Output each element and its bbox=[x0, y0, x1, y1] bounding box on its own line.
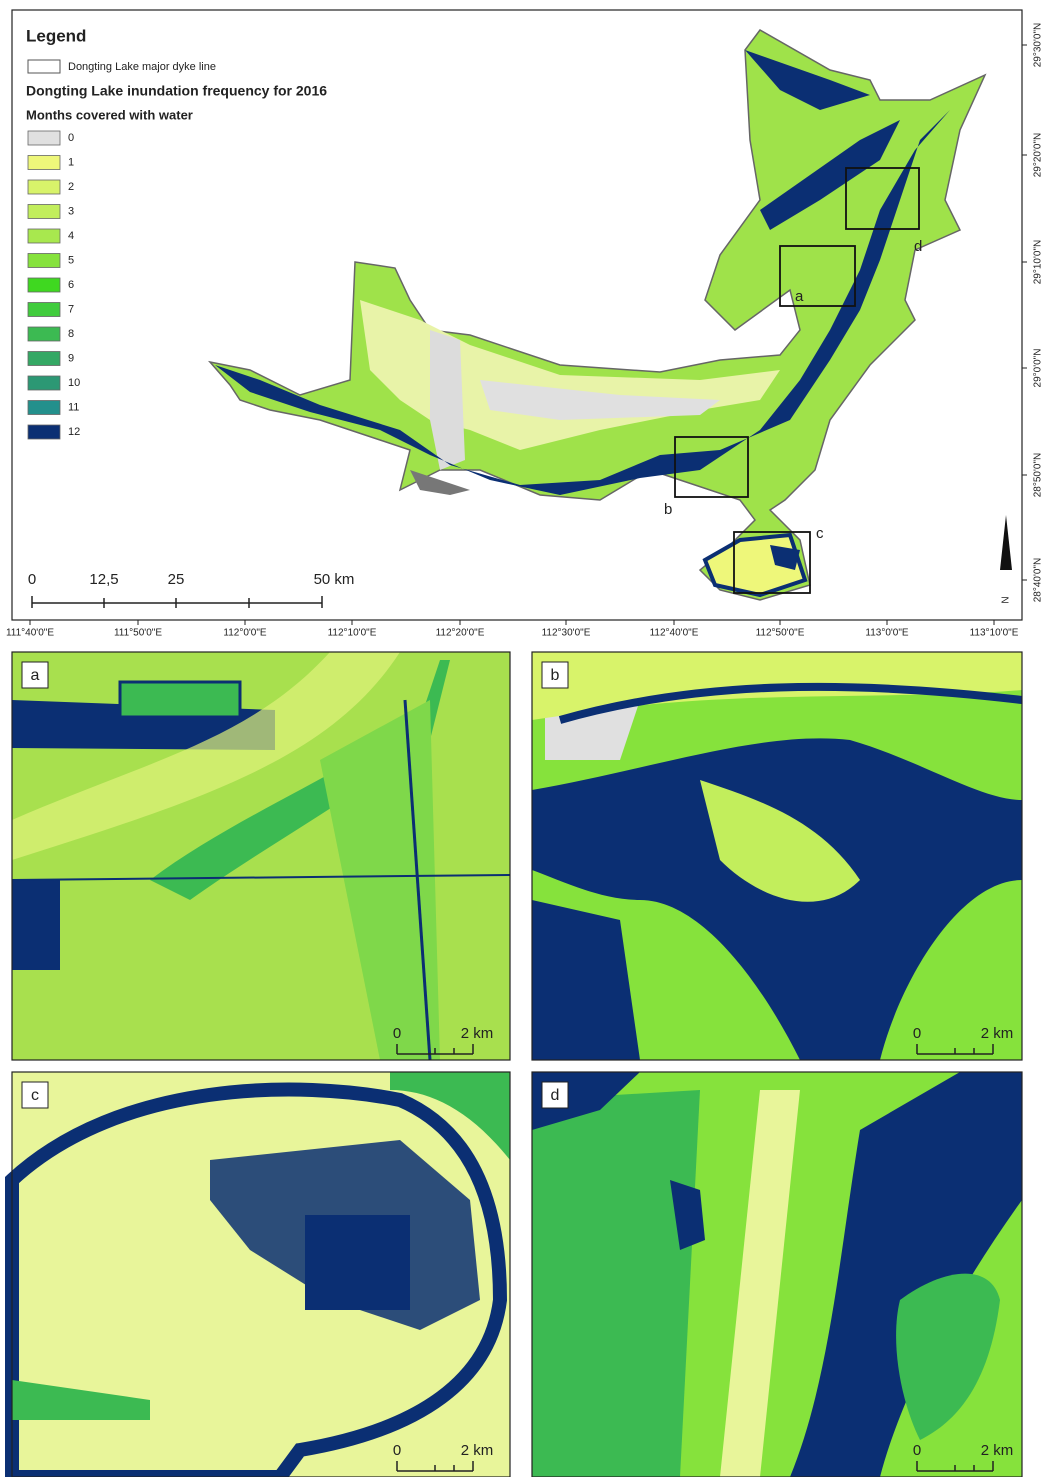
legend-swatch bbox=[28, 401, 60, 415]
latitude-label: 29°0'0"N bbox=[1033, 349, 1044, 388]
legend-label: 3 bbox=[68, 205, 74, 217]
legend-swatch bbox=[28, 254, 60, 268]
longitude-label: 112°20'0"E bbox=[436, 628, 485, 639]
legend-label: 11 bbox=[68, 401, 79, 413]
scale-label: 0 bbox=[28, 571, 36, 588]
panel-scale-label: 2 km bbox=[981, 1025, 1014, 1042]
latitude-label: 29°20'0"N bbox=[1033, 133, 1044, 178]
inset-box-label: d bbox=[914, 238, 922, 255]
legend-label: 4 bbox=[68, 230, 74, 242]
legend-swatch bbox=[28, 278, 60, 292]
panel-c bbox=[12, 1072, 510, 1477]
dyke-label: Dongting Lake major dyke line bbox=[68, 61, 216, 73]
dyke-swatch bbox=[28, 60, 60, 73]
legend-label: 1 bbox=[68, 156, 74, 168]
longitude-label: 112°30'0"E bbox=[542, 628, 591, 639]
legend-title: Legend bbox=[26, 26, 86, 45]
latitude-label: 28°40'0"N bbox=[1033, 558, 1044, 603]
legend-swatch bbox=[28, 180, 60, 194]
longitude-label: 112°50'0"E bbox=[756, 628, 805, 639]
longitude-label: 111°50'0"E bbox=[114, 628, 162, 639]
longitude-label: 113°10'0"E bbox=[970, 628, 1019, 639]
legend-label: 10 bbox=[68, 377, 80, 389]
longitude-label: 111°40'0"E bbox=[6, 628, 54, 639]
panel-scale-label: 0 bbox=[393, 1442, 401, 1459]
panel-scale-label: 2 km bbox=[461, 1025, 494, 1042]
legend-label: 6 bbox=[68, 279, 74, 291]
panel-label: c bbox=[31, 1087, 39, 1104]
legend-swatch bbox=[28, 131, 60, 145]
panel-b bbox=[532, 652, 1022, 1060]
legend-label: 0 bbox=[68, 132, 74, 144]
latitude-label: 29°30'0"N bbox=[1033, 23, 1044, 68]
legend-swatch bbox=[28, 327, 60, 341]
panel-label: a bbox=[31, 667, 40, 684]
inset-box-label: c bbox=[816, 525, 824, 542]
panel-label: d bbox=[551, 1087, 560, 1104]
north-arrow bbox=[1000, 515, 1012, 570]
legend-label: 8 bbox=[68, 328, 74, 340]
legend-label: 12 bbox=[68, 426, 80, 438]
panel-scale-label: 0 bbox=[913, 1442, 921, 1459]
legend-subtitle: Months covered with water bbox=[26, 107, 193, 122]
legend-label: 2 bbox=[68, 181, 74, 193]
legend-swatch bbox=[28, 303, 60, 317]
scale-bar bbox=[32, 596, 322, 608]
longitude-label: 112°40'0"E bbox=[650, 628, 699, 639]
legend-swatch bbox=[28, 229, 60, 243]
map-title: Dongting Lake inundation frequency for 2… bbox=[26, 83, 327, 99]
longitude-label: 112°10'0"E bbox=[328, 628, 377, 639]
inset-box-label: b bbox=[664, 501, 672, 518]
legend-swatch bbox=[28, 156, 60, 170]
legend-swatch bbox=[28, 425, 60, 439]
longitude-label: 113°0'0"E bbox=[865, 628, 909, 639]
figure: a b c d Legend Dongting Lake major dyke … bbox=[0, 0, 1047, 1477]
panel-label: b bbox=[551, 667, 560, 684]
panel-scale-label: 0 bbox=[913, 1025, 921, 1042]
panel-scale-label: 2 km bbox=[461, 1442, 494, 1459]
north-label: N bbox=[1001, 596, 1012, 603]
legend-swatch bbox=[28, 205, 60, 219]
legend-label: 5 bbox=[68, 254, 74, 266]
latitude-label: 28°50'0"N bbox=[1033, 453, 1044, 498]
panel-d bbox=[532, 1072, 1022, 1477]
panel-a bbox=[12, 652, 510, 1060]
legend-label: 7 bbox=[68, 303, 74, 315]
legend-swatch bbox=[28, 352, 60, 366]
scale-label: 12,5 bbox=[89, 571, 118, 588]
lake bbox=[210, 30, 985, 600]
legend-label: 9 bbox=[68, 352, 74, 364]
latitude-label: 29°10'0"N bbox=[1033, 240, 1044, 285]
longitude-label: 112°0'0"E bbox=[223, 628, 267, 639]
panel-scale-label: 2 km bbox=[981, 1442, 1014, 1459]
scale-label: 50 km bbox=[314, 571, 355, 588]
legend-swatch bbox=[28, 376, 60, 390]
panel-scale-label: 0 bbox=[393, 1025, 401, 1042]
inset-box-label: a bbox=[795, 288, 804, 305]
scale-label: 25 bbox=[168, 571, 185, 588]
